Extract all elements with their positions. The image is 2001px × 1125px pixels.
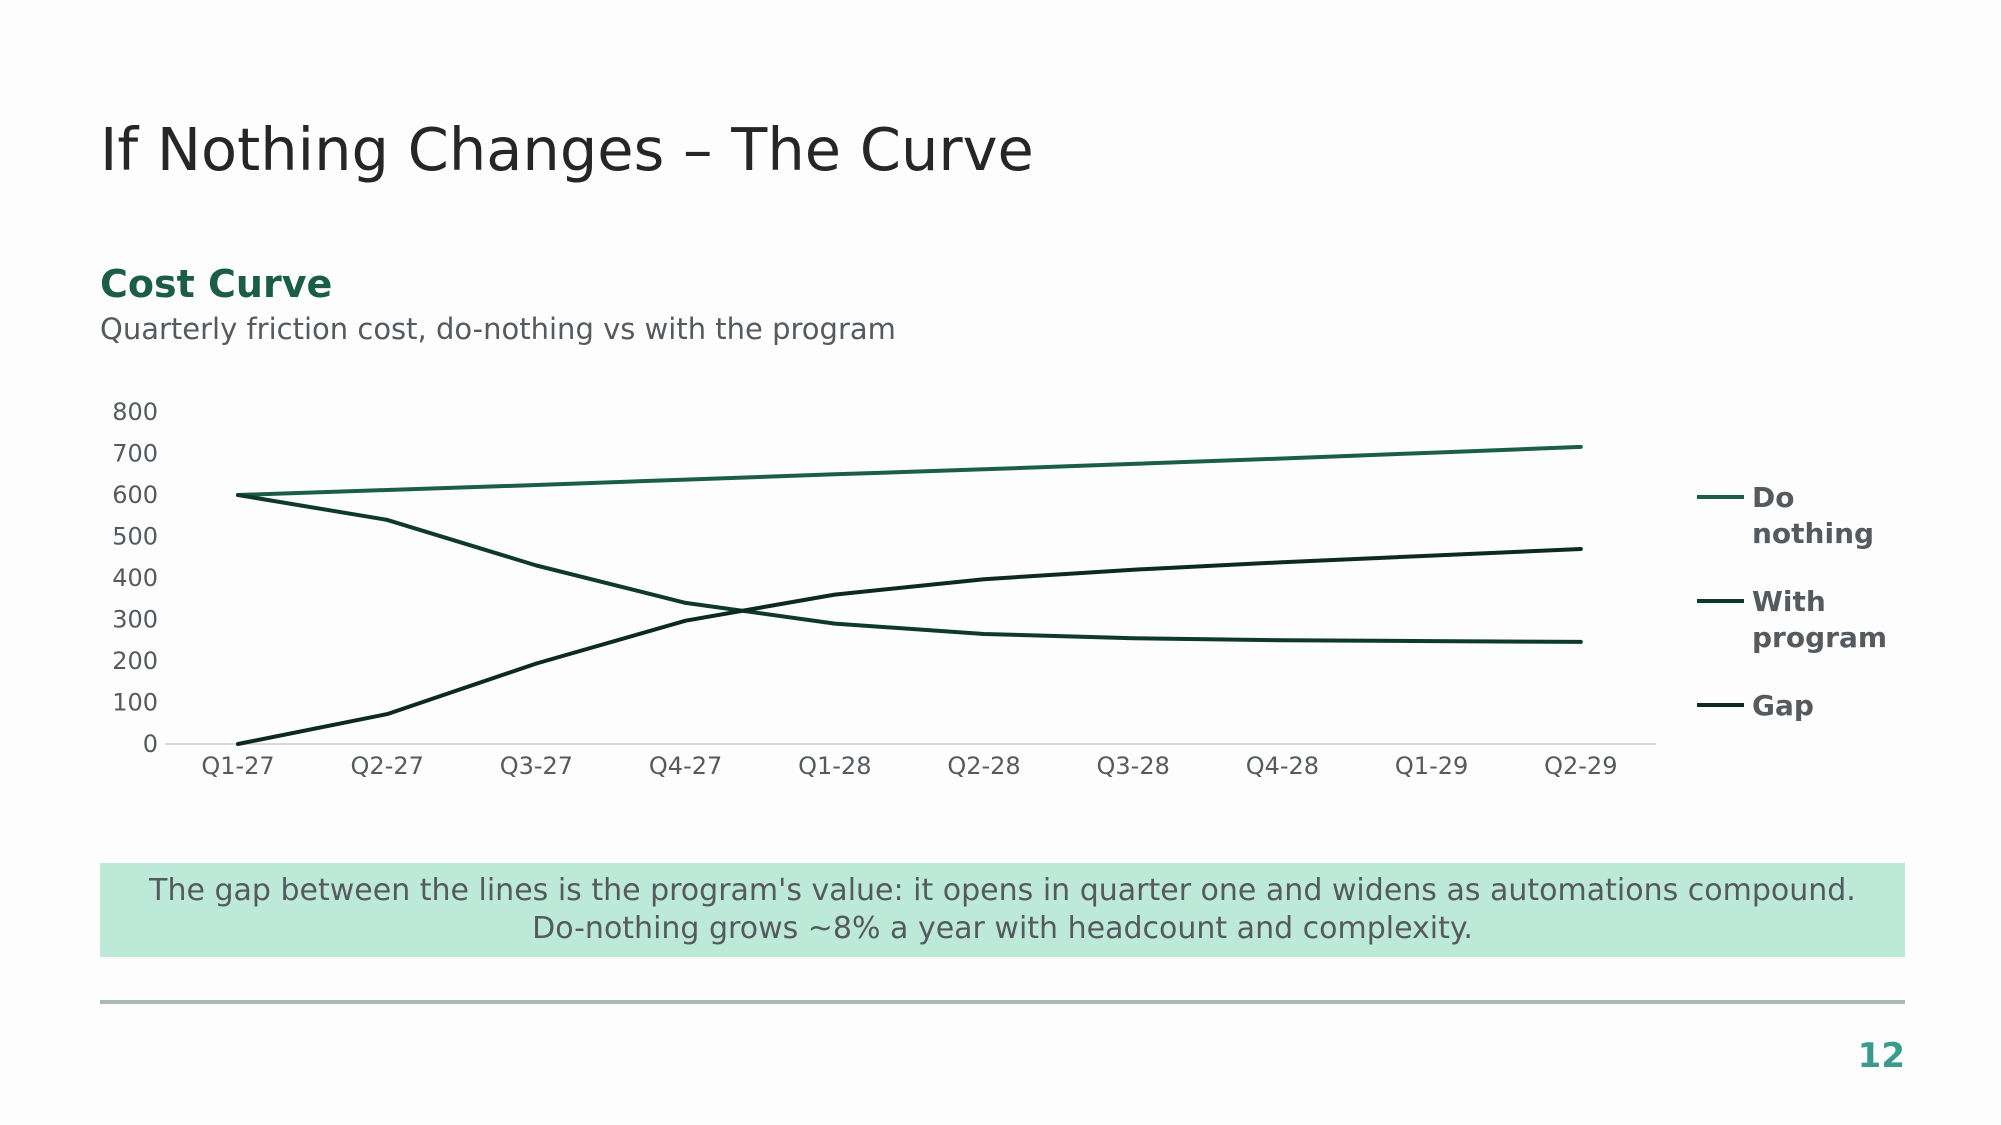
y-tick-label: 100 bbox=[112, 689, 158, 717]
y-tick-label: 600 bbox=[112, 481, 158, 509]
series-line-do-nothing bbox=[236, 444, 1583, 497]
x-tick-label: Q2-29 bbox=[1544, 752, 1617, 780]
slide-title: If Nothing Changes – The Curve bbox=[100, 115, 1034, 184]
x-tick-label: Q2-28 bbox=[947, 752, 1020, 780]
y-tick-label: 300 bbox=[112, 606, 158, 634]
page-number: 12 bbox=[1857, 1036, 1905, 1076]
series-line-gap bbox=[236, 547, 1583, 746]
footer-divider bbox=[100, 1000, 1905, 1004]
y-tick-label: 200 bbox=[112, 647, 158, 675]
y-tick-label: 400 bbox=[112, 564, 158, 592]
x-tick-label: Q4-28 bbox=[1246, 752, 1319, 780]
x-tick-label: Q3-27 bbox=[500, 752, 573, 780]
x-tick-label: Q1-27 bbox=[201, 752, 274, 780]
legend-item-gap: Gap bbox=[1697, 689, 1814, 722]
legend-label: Do bbox=[1752, 481, 1794, 514]
chart-subtitle: Quarterly friction cost, do-nothing vs w… bbox=[100, 312, 896, 346]
section-heading: Cost Curve bbox=[100, 262, 333, 306]
y-tick-label: 500 bbox=[112, 523, 158, 551]
series-lines bbox=[236, 444, 1583, 746]
x-tick-label: Q1-29 bbox=[1395, 752, 1468, 780]
x-tick-label: Q1-28 bbox=[798, 752, 871, 780]
x-tick-label: Q2-27 bbox=[351, 752, 424, 780]
legend-label: program bbox=[1752, 621, 1887, 654]
y-tick-label: 800 bbox=[112, 398, 158, 426]
legend-label: Gap bbox=[1752, 689, 1814, 722]
y-tick-label: 700 bbox=[112, 440, 158, 468]
x-tick-label: Q3-28 bbox=[1097, 752, 1170, 780]
x-axis-ticks: Q1-27 Q2-27 Q3-27 Q4-27 Q1-28 Q2-28 Q3-28 Q4-28… bbox=[201, 752, 1617, 780]
y-axis-ticks: 0 100 200 300 400 500 600 700 800 bbox=[112, 398, 158, 758]
insight-callout: The gap between the lines is the program… bbox=[100, 863, 1905, 957]
callout-line-1: The gap between the lines is the program… bbox=[149, 872, 1856, 908]
series-line-with-program bbox=[236, 493, 1583, 644]
legend-label: With bbox=[1752, 585, 1826, 618]
x-tick-label: Q4-27 bbox=[649, 752, 722, 780]
callout-line-2: Do-nothing grows ~8% a year with headcou… bbox=[532, 911, 1473, 946]
y-tick-label: 0 bbox=[143, 730, 158, 758]
legend-label: nothing bbox=[1752, 517, 1874, 550]
